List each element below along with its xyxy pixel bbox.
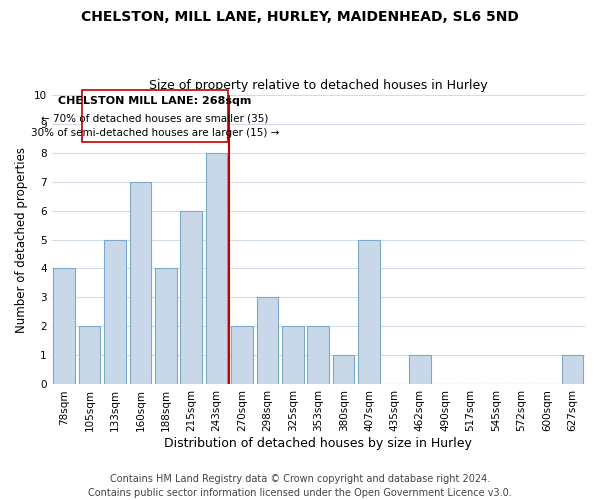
- Bar: [79, 326, 100, 384]
- Y-axis label: Number of detached properties: Number of detached properties: [15, 146, 28, 332]
- X-axis label: Distribution of detached houses by size in Hurley: Distribution of detached houses by size …: [164, 437, 472, 450]
- Bar: [409, 356, 431, 384]
- Text: ← 70% of detached houses are smaller (35): ← 70% of detached houses are smaller (35…: [41, 114, 269, 124]
- Text: 30% of semi-detached houses are larger (15) →: 30% of semi-detached houses are larger (…: [31, 128, 279, 138]
- Text: CHELSTON, MILL LANE, HURLEY, MAIDENHEAD, SL6 5ND: CHELSTON, MILL LANE, HURLEY, MAIDENHEAD,…: [81, 10, 519, 24]
- Bar: [282, 326, 304, 384]
- Bar: [358, 240, 380, 384]
- Bar: [257, 298, 278, 384]
- Bar: [130, 182, 151, 384]
- Bar: [53, 268, 75, 384]
- Text: CHELSTON MILL LANE: 268sqm: CHELSTON MILL LANE: 268sqm: [58, 96, 252, 106]
- Bar: [562, 356, 583, 384]
- Title: Size of property relative to detached houses in Hurley: Size of property relative to detached ho…: [149, 79, 488, 92]
- Bar: [155, 268, 176, 384]
- Bar: [307, 326, 329, 384]
- FancyBboxPatch shape: [82, 90, 228, 142]
- Bar: [333, 356, 355, 384]
- Bar: [231, 326, 253, 384]
- Bar: [206, 152, 227, 384]
- Bar: [104, 240, 126, 384]
- Bar: [181, 210, 202, 384]
- Text: Contains HM Land Registry data © Crown copyright and database right 2024.
Contai: Contains HM Land Registry data © Crown c…: [88, 474, 512, 498]
